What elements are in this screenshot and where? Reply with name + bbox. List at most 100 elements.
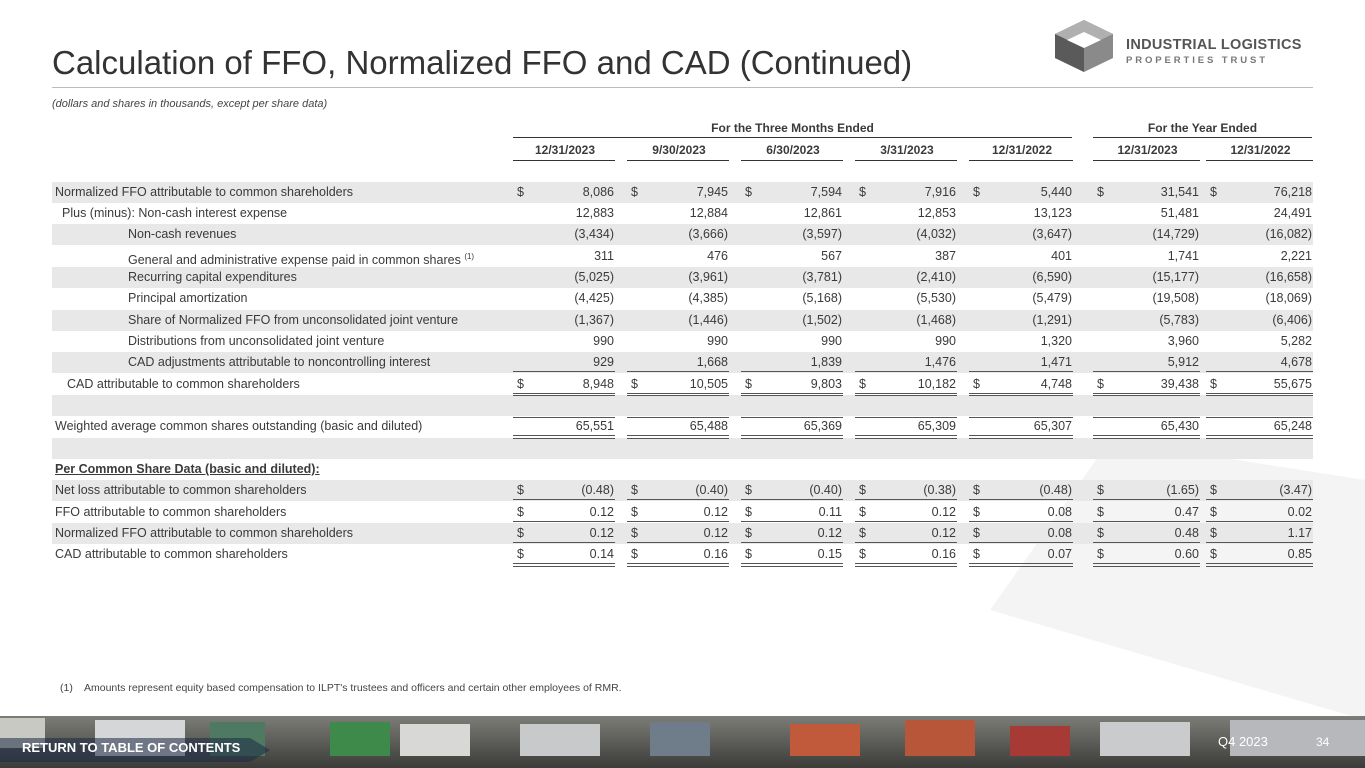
value: (0.48)	[1039, 483, 1072, 498]
underline	[855, 520, 957, 522]
column-header: 6/30/2023	[766, 143, 820, 157]
value: (0.40)	[809, 483, 842, 498]
currency-sign: $	[1210, 184, 1217, 199]
underline	[969, 371, 1073, 373]
row-label: Principal amortization	[128, 291, 248, 306]
value: (3,647)	[1032, 227, 1072, 242]
underline	[741, 435, 843, 437]
value: 7,945	[696, 184, 728, 199]
column-header-rule	[969, 160, 1073, 161]
underline	[1206, 563, 1313, 565]
underline	[627, 520, 729, 522]
underline	[513, 520, 615, 522]
row-shade	[52, 309, 1313, 331]
value: (5,530)	[916, 291, 956, 306]
toc-link[interactable]: RETURN TO TABLE OF CONTENTS	[22, 740, 241, 755]
underline	[513, 437, 615, 439]
underline	[969, 565, 1073, 567]
value: 4,748	[1040, 376, 1072, 391]
row-shade	[52, 480, 1313, 502]
value: 1,839	[810, 355, 842, 370]
underline	[855, 371, 957, 373]
currency-sign: $	[973, 504, 980, 519]
value: 1,476	[924, 355, 956, 370]
group-header-rule	[1093, 137, 1312, 138]
value: (0.48)	[581, 483, 614, 498]
currency-sign: $	[631, 483, 638, 498]
footer-photo	[0, 716, 1365, 768]
column-header: 12/31/2022	[991, 143, 1053, 157]
underline	[1093, 371, 1200, 373]
value: 1,320	[1040, 333, 1072, 348]
group-header-rule	[513, 137, 1072, 138]
underline	[969, 520, 1073, 522]
underline	[513, 395, 615, 397]
currency-sign: $	[1097, 526, 1104, 541]
column-header-rule	[627, 160, 729, 161]
value: 3,960	[1167, 333, 1199, 348]
currency-sign: $	[745, 184, 752, 199]
currency-sign: $	[1097, 376, 1104, 391]
value: (3,781)	[802, 269, 842, 284]
underline	[627, 499, 729, 501]
value: 5,282	[1280, 333, 1312, 348]
column-header: 12/31/2023	[534, 143, 596, 157]
currency-sign: $	[1210, 526, 1217, 541]
underline	[741, 392, 843, 394]
currency-sign: $	[859, 184, 866, 199]
value: 65,309	[917, 419, 956, 434]
underline	[855, 392, 957, 394]
underline	[627, 371, 729, 373]
currency-sign: $	[517, 526, 524, 541]
currency-sign: $	[745, 504, 752, 519]
value: 7,594	[810, 184, 842, 199]
currency-sign: $	[973, 547, 980, 562]
overline	[1206, 417, 1313, 419]
underline	[969, 499, 1073, 501]
logo-line1: INDUSTRIAL LOGISTICS	[1126, 37, 1302, 53]
currency-sign: $	[517, 547, 524, 562]
value: 0.12	[703, 526, 728, 541]
value: 65,248	[1273, 419, 1312, 434]
currency-sign: $	[1210, 547, 1217, 562]
currency-sign: $	[973, 483, 980, 498]
value: 65,551	[575, 419, 614, 434]
currency-sign: $	[631, 547, 638, 562]
underline	[1093, 563, 1200, 565]
period: Q4 2023	[1218, 734, 1268, 749]
value: (16,658)	[1265, 269, 1312, 284]
currency-sign: $	[517, 376, 524, 391]
underline	[855, 435, 957, 437]
value: 1.17	[1287, 526, 1312, 541]
row-label: Per Common Share Data (basic and diluted…	[55, 462, 320, 477]
currency-sign: $	[631, 504, 638, 519]
currency-sign: $	[1097, 504, 1104, 519]
value: (16,082)	[1265, 227, 1312, 242]
overline	[855, 417, 957, 419]
currency-sign: $	[973, 376, 980, 391]
underline	[627, 435, 729, 437]
value: 567	[821, 248, 842, 263]
row-label: Distributions from unconsolidated joint …	[128, 333, 385, 348]
underline	[1206, 371, 1313, 373]
column-header-rule	[1206, 160, 1313, 161]
currency-sign: $	[517, 184, 524, 199]
row-label: Weighted average common shares outstandi…	[55, 419, 423, 434]
value: 65,430	[1160, 419, 1199, 434]
value: 0.16	[931, 547, 956, 562]
underline	[1093, 542, 1200, 544]
row-label: Share of Normalized FFO from unconsolida…	[128, 312, 459, 327]
currency-sign: $	[859, 526, 866, 541]
row-shade	[52, 352, 1313, 374]
row-shade	[52, 395, 1313, 416]
currency-sign: $	[1097, 184, 1104, 199]
underline	[1206, 392, 1313, 394]
value: 0.02	[1287, 504, 1312, 519]
value: 0.12	[703, 504, 728, 519]
currency-sign: $	[859, 504, 866, 519]
value: (5,025)	[574, 269, 614, 284]
value: 65,488	[689, 419, 728, 434]
underline	[627, 395, 729, 397]
value: (14,729)	[1152, 227, 1199, 242]
value: (0.40)	[695, 483, 728, 498]
